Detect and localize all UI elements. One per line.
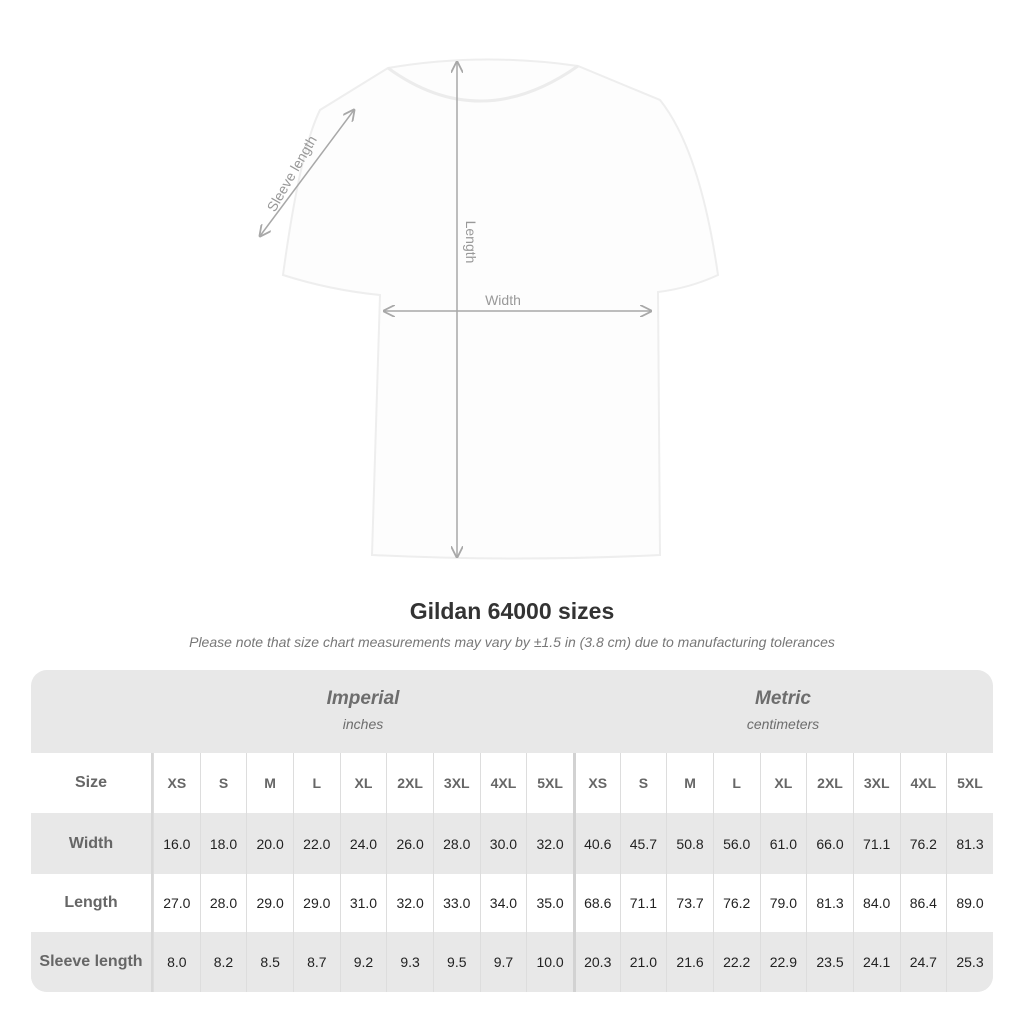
imperial-value-cell: 26.0	[386, 813, 433, 874]
imperial-header: Imperial inches	[153, 670, 573, 753]
size-header-cell: L	[292, 753, 340, 813]
size-table: Imperial inches Metric centimeters Size X…	[31, 670, 993, 992]
metric-unit: centimeters	[746, 716, 820, 732]
metric-value-cell: 81.3	[946, 813, 993, 874]
imperial-value-cell: 28.0	[199, 874, 247, 932]
imperial-value-cell: 32.0	[386, 874, 433, 932]
imperial-value-cell: 35.0	[526, 874, 573, 932]
imperial-value-cell: 9.2	[339, 932, 387, 992]
length-label: Length	[463, 221, 479, 264]
imperial-value-cell: 8.7	[292, 932, 340, 992]
metric-value-cell: 61.0	[759, 813, 807, 874]
imperial-value-cell: 29.0	[246, 874, 293, 932]
tshirt-collar	[387, 64, 579, 103]
size-header-cell: XS	[572, 753, 620, 813]
size-header-cell: 4XL	[479, 753, 527, 813]
imperial-value-cell: 28.0	[432, 813, 480, 874]
row-label: Size	[31, 753, 153, 813]
imperial-value-cell: 30.0	[479, 813, 527, 874]
imperial-value-cell: 27.0	[153, 874, 200, 932]
size-header-cell: S	[619, 753, 667, 813]
tolerance-note: Please note that size chart measurements…	[189, 634, 835, 650]
row-label: Width	[31, 813, 153, 874]
metric-value-cell: 25.3	[946, 932, 993, 992]
imperial-value-cell: 34.0	[479, 874, 527, 932]
metric-value-cell: 22.9	[759, 932, 807, 992]
metric-value-cell: 45.7	[619, 813, 667, 874]
metric-value-cell: 66.0	[806, 813, 853, 874]
metric-value-cell: 81.3	[806, 874, 853, 932]
size-header-cell: 2XL	[806, 753, 853, 813]
imperial-value-cell: 32.0	[526, 813, 573, 874]
page-title: Gildan 64000 sizes	[409, 598, 615, 624]
metric-value-cell: 89.0	[946, 874, 993, 932]
imperial-title: Imperial	[326, 688, 400, 709]
size-header-cell: M	[246, 753, 293, 813]
metric-value-cell: 23.5	[806, 932, 853, 992]
imperial-value-cell: 9.3	[386, 932, 433, 992]
metric-value-cell: 71.1	[619, 874, 667, 932]
table-row: Width 16.0 18.0 20.0 22.0 24.0 26.0 28.0 30.0 32.…	[31, 813, 993, 874]
row-label: Length	[31, 874, 153, 932]
tshirt-diagram: Length Width Sleeve length	[0, 58, 720, 560]
size-header-cell: M	[666, 753, 713, 813]
metric-value-cell: 20.3	[572, 932, 620, 992]
size-header-cell: 5XL	[526, 753, 573, 813]
imperial-unit: inches	[342, 716, 384, 732]
size-header-cell: L	[712, 753, 760, 813]
imperial-value-cell: 8.0	[153, 932, 200, 992]
metric-value-cell: 40.6	[572, 813, 620, 874]
imperial-value-cell: 33.0	[432, 874, 480, 932]
metric-title: Metric	[755, 688, 811, 709]
tshirt-shape	[281, 58, 720, 560]
metric-value-cell: 68.6	[572, 874, 620, 932]
size-header-cell: S	[199, 753, 247, 813]
imperial-value-cell: 22.0	[292, 813, 340, 874]
size-header-cell: XL	[339, 753, 387, 813]
imperial-value-cell: 31.0	[339, 874, 387, 932]
imperial-value-cell: 10.0	[526, 932, 573, 992]
imperial-value-cell: 9.7	[479, 932, 527, 992]
imperial-value-cell: 24.0	[339, 813, 387, 874]
imperial-value-cell: 29.0	[292, 874, 340, 932]
size-header-cell: 3XL	[852, 753, 900, 813]
size-header-cell: 4XL	[899, 753, 947, 813]
metric-value-cell: 71.1	[852, 813, 900, 874]
size-header-cell: 5XL	[946, 753, 993, 813]
metric-value-cell: 76.2	[712, 874, 760, 932]
table-row: Sleeve length 8.0 8.2 8.5 8.7 9.2 9.3 9.5 9.7 10.…	[31, 932, 993, 992]
table-row: Length 27.0 28.0 29.0 29.0 31.0 32.0 33.0 34.0 35…	[31, 874, 993, 932]
metric-value-cell: 73.7	[666, 874, 713, 932]
sleeve-arrow	[260, 110, 354, 236]
size-header-cell: 3XL	[432, 753, 480, 813]
metric-value-cell: 22.2	[712, 932, 760, 992]
imperial-value-cell: 16.0	[153, 813, 200, 874]
metric-value-cell: 84.0	[852, 874, 900, 932]
imperial-value-cell: 20.0	[246, 813, 293, 874]
imperial-value-cell: 8.5	[246, 932, 293, 992]
metric-value-cell: 24.7	[899, 932, 947, 992]
row-label: Sleeve length	[31, 932, 153, 992]
size-header-cell: XL	[759, 753, 807, 813]
size-header-cell: XS	[153, 753, 200, 813]
metric-value-cell: 86.4	[899, 874, 947, 932]
size-header-row: Size XS S M L XL 2XL 3XL 4XL 5XL XS S M L XL 2XL 3XL 4XL 5…	[31, 753, 993, 813]
width-label: Width	[485, 292, 521, 308]
imperial-value-cell: 9.5	[432, 932, 480, 992]
metric-value-cell: 24.1	[852, 932, 900, 992]
metric-value-cell: 21.6	[666, 932, 713, 992]
metric-value-cell: 79.0	[759, 874, 807, 932]
metric-value-cell: 56.0	[712, 813, 760, 874]
imperial-value-cell: 8.2	[199, 932, 247, 992]
imperial-value-cell: 18.0	[199, 813, 247, 874]
metric-value-cell: 21.0	[619, 932, 667, 992]
metric-value-cell: 50.8	[666, 813, 713, 874]
metric-value-cell: 76.2	[899, 813, 947, 874]
metric-header: Metric centimeters	[573, 670, 993, 753]
size-header-cell: 2XL	[386, 753, 433, 813]
